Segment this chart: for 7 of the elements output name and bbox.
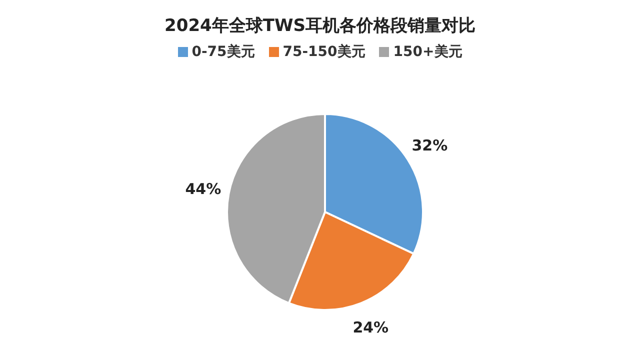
legend-label: 150+美元 [392,43,462,61]
data-label: 32% [412,136,448,155]
legend-label: 75-150美元 [282,43,366,61]
chart-title: 2024年全球TWS耳机各价格段销量对比 [164,15,476,37]
data-label: 24% [352,318,389,336]
legend-label: 0-75美元 [190,43,255,61]
data-label: 44% [185,180,222,198]
